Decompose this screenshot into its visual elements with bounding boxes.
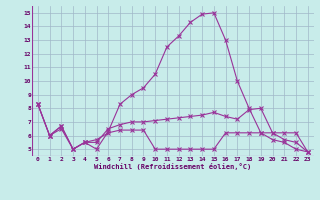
X-axis label: Windchill (Refroidissement éolien,°C): Windchill (Refroidissement éolien,°C) [94, 163, 252, 170]
